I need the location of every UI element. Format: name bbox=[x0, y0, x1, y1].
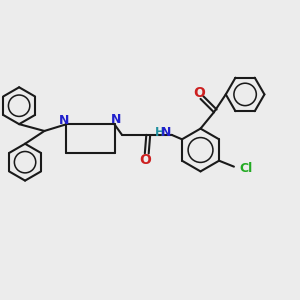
Text: N: N bbox=[111, 113, 121, 127]
Text: O: O bbox=[194, 86, 206, 100]
Text: Cl: Cl bbox=[239, 162, 253, 175]
Text: O: O bbox=[139, 153, 151, 167]
Text: H: H bbox=[155, 126, 165, 139]
Text: N: N bbox=[59, 114, 70, 128]
Text: N: N bbox=[160, 126, 171, 139]
